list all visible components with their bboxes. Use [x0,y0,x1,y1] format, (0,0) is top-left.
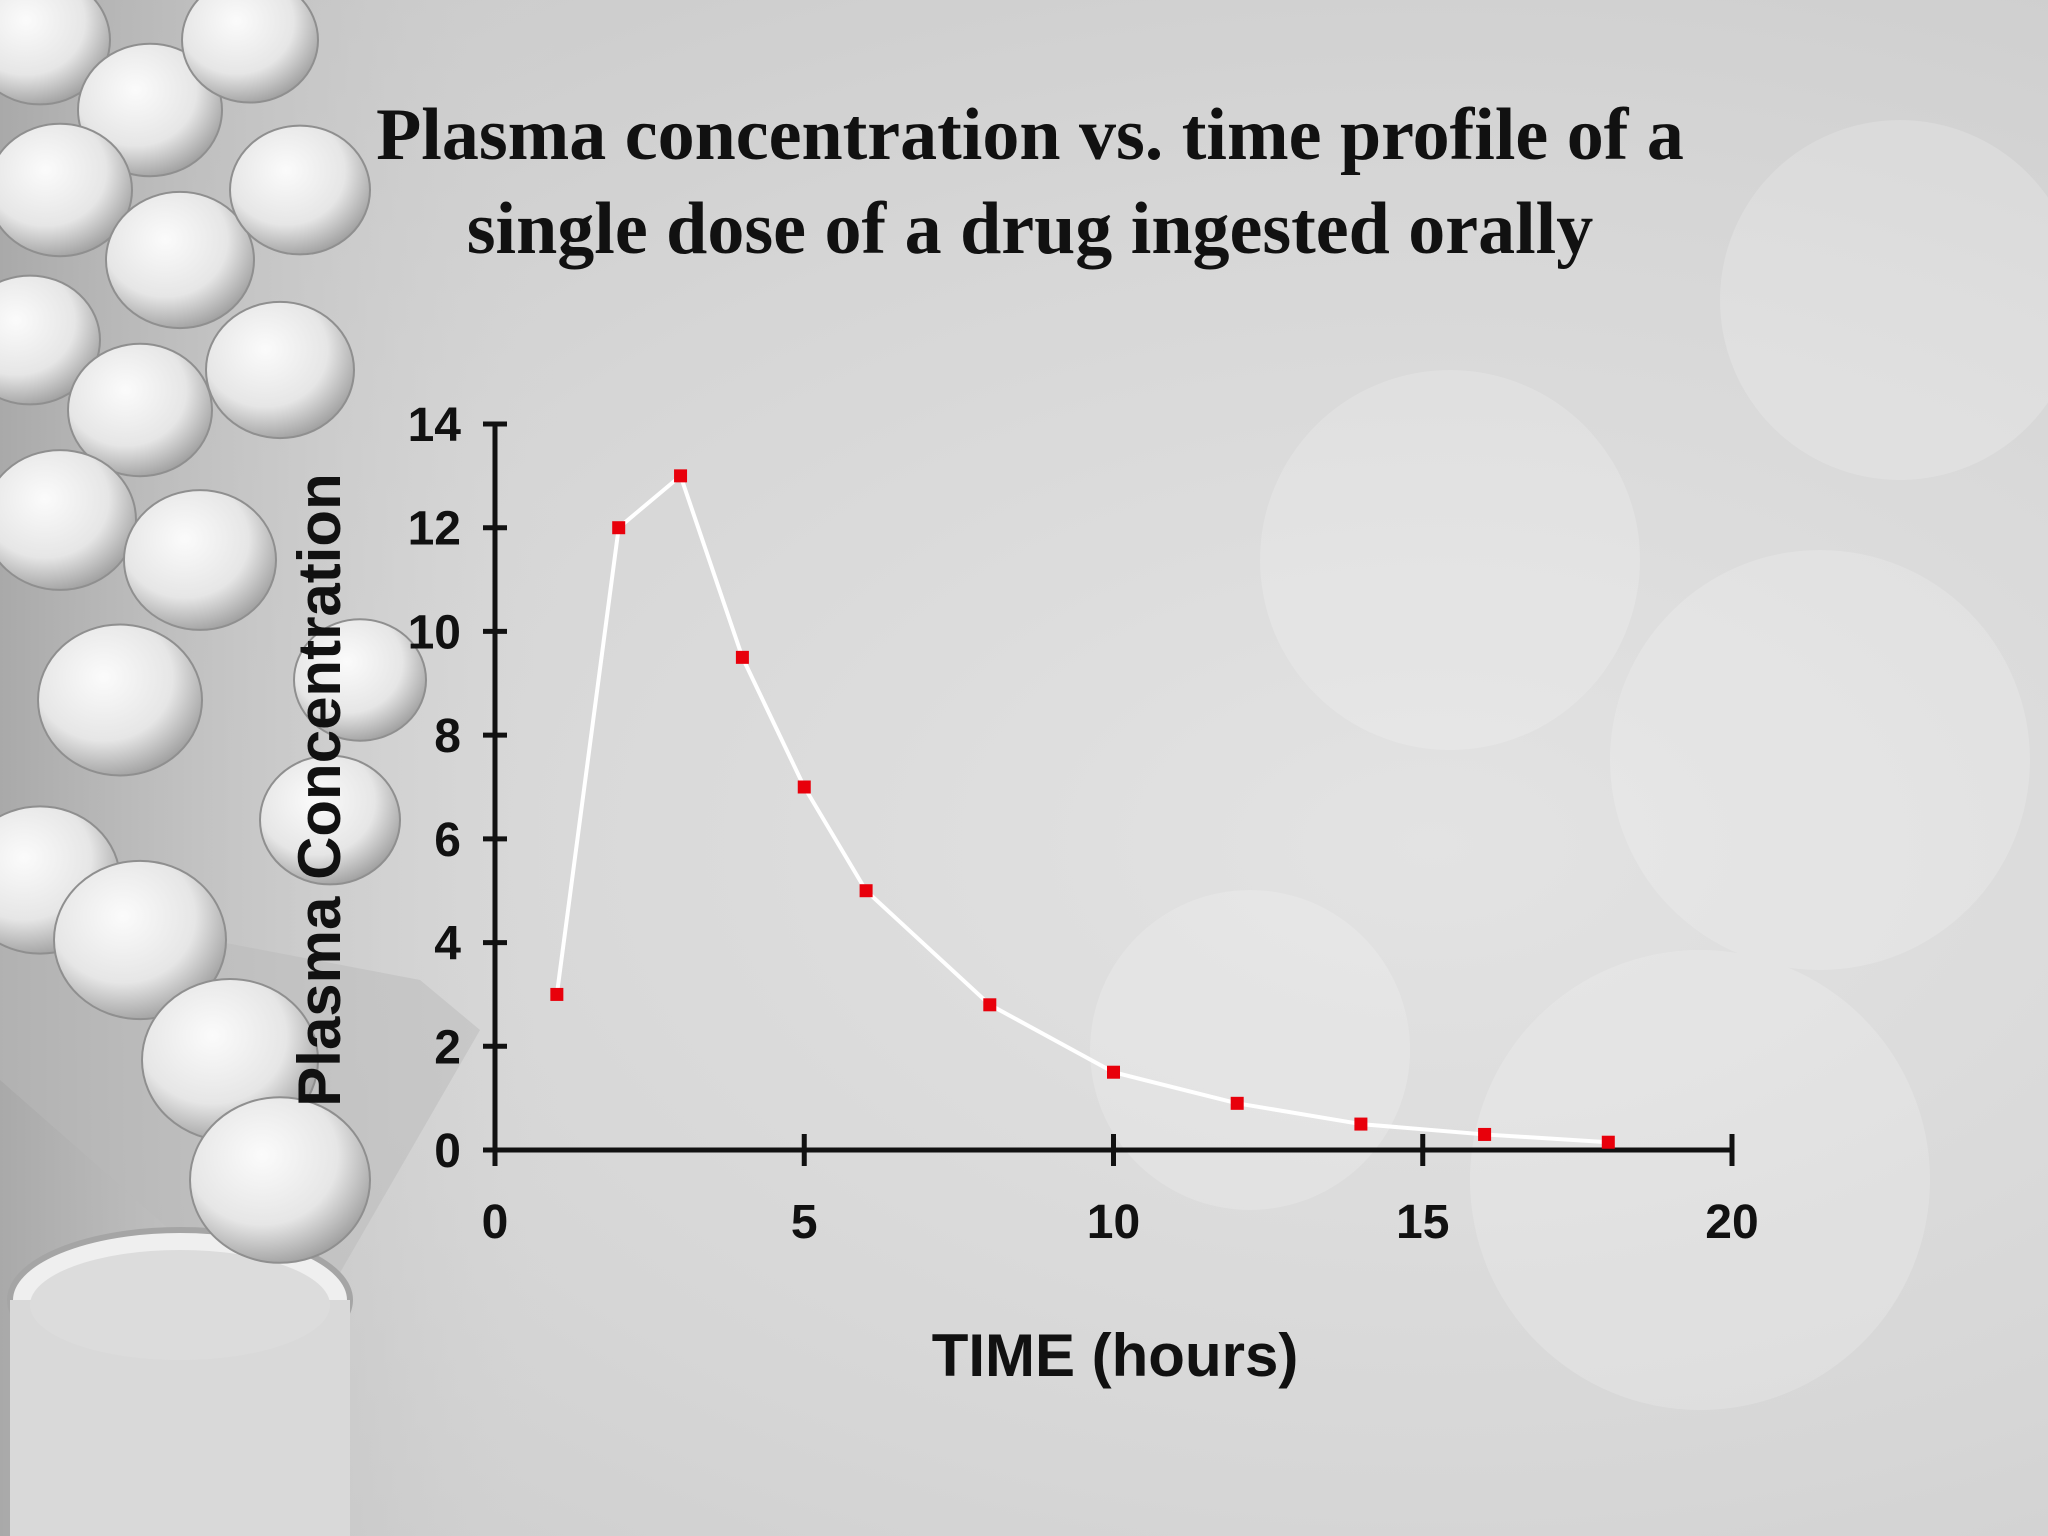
data-point-marker [612,521,626,535]
pill-image [229,124,371,256]
pill-image [123,489,277,631]
x-tick-label: 0 [482,1196,509,1249]
data-point-marker [1478,1127,1492,1141]
data-point-marker [797,780,811,794]
y-tick-label: 12 [408,503,461,556]
pill-image [293,618,427,742]
pill-image [205,300,355,440]
y-tick-label: 14 [408,399,462,452]
pill-image [67,342,213,478]
pill-image [181,0,319,104]
series-line [554,473,1609,1145]
data-point-marker [1230,1096,1244,1110]
data-point-marker [1601,1135,1615,1149]
data-point-marker [859,884,873,898]
chart-axes: 0 2 4 6 8 10 12 14 0 5 10 15 20 [408,399,1759,1249]
pill-image [105,190,255,330]
x-tick-label: 5 [791,1196,818,1249]
pill-image [37,623,203,777]
data-point-marker [983,998,997,1012]
y-tick-label: 2 [434,1021,461,1074]
pill-image [53,859,227,1021]
x-tick-label: 20 [1705,1196,1758,1249]
pill-image [0,274,101,406]
y-tick-label: 8 [434,710,461,763]
pill-image [0,122,133,258]
pill-image [189,1096,371,1264]
title-line-1: Plasma concentration vs. time profile of… [376,94,1684,176]
x-tick-label: 15 [1396,1196,1449,1249]
y-tick-label: 0 [434,1125,461,1178]
x-tick-label: 10 [1087,1196,1140,1249]
title-line-2: single dose of a drug ingested orally [466,188,1594,270]
data-point-marker [550,987,564,1001]
data-point-marker [674,469,688,483]
y-tick-label: 4 [434,918,461,971]
y-tick-label: 6 [434,814,461,867]
pill-image [0,449,137,591]
y-axis-title: Plasma Concentration [286,473,353,1107]
chart-plot-area [550,469,1615,1149]
data-point-marker [735,650,749,664]
pill-image [0,0,111,106]
pill-image [259,754,401,886]
slide-title: Plasma concentration vs. time profile of… [230,88,1830,276]
x-axis-title: TIME (hours) [932,1322,1299,1389]
data-point-marker [1354,1117,1368,1131]
data-point-marker [1107,1065,1120,1079]
y-tick-label: 10 [408,606,461,659]
pill-image [77,42,223,178]
